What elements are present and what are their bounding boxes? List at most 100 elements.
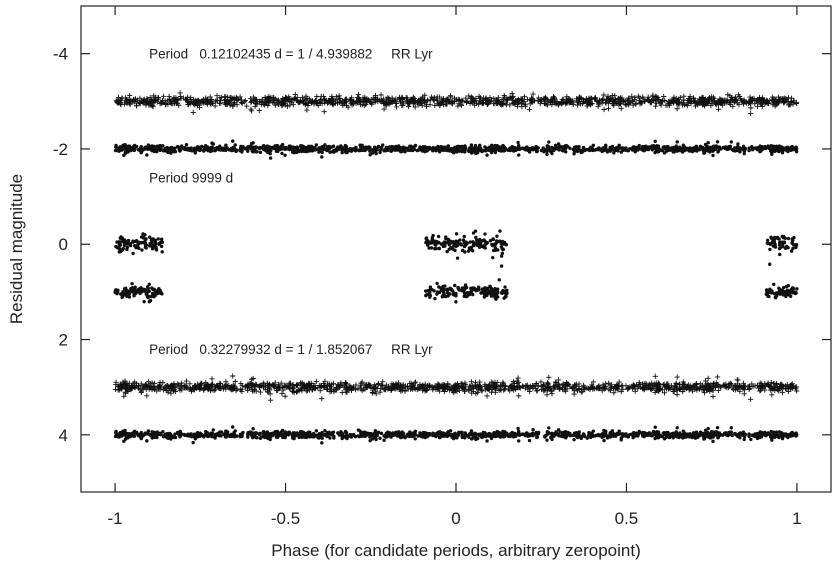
point-1-0-1218 (127, 144, 131, 148)
point-1-0-1259 (344, 150, 348, 155)
point-1-0-1248 (394, 145, 398, 149)
point-1-0-707 (763, 144, 767, 149)
point-2-1-89 (455, 256, 460, 260)
point-3-1-139 (440, 287, 445, 292)
point-3-1-120 (428, 285, 433, 289)
point-3-0-81 (121, 293, 126, 297)
point-1-0-411 (320, 155, 324, 159)
point-3-0-76 (115, 290, 120, 294)
point-0-0-972 (351, 98, 357, 104)
point-0-0-1229 (618, 105, 624, 112)
point-3-1-149 (425, 292, 430, 297)
point-1-0-1292 (490, 143, 494, 148)
point-2-1-121 (447, 247, 451, 252)
point-2-0-82 (128, 243, 133, 248)
point-1-0-1091 (252, 149, 256, 154)
point-0-0-1070 (610, 100, 617, 106)
point-1-0-1176 (387, 147, 391, 151)
point-1-0-1287 (288, 144, 293, 148)
point-0-0-1024 (389, 98, 396, 104)
point-2-2-47 (790, 237, 794, 241)
point-0-0-1124 (231, 95, 237, 101)
point-3-1-113 (450, 289, 455, 293)
point-1-0-1034 (283, 147, 287, 151)
point-4-0-1271 (748, 396, 754, 402)
point-4-0-455 (705, 375, 711, 381)
point-1-0-634 (706, 141, 710, 145)
point-0-0-988 (155, 96, 161, 102)
point-0-0-747 (336, 93, 342, 99)
point-2-1-147 (502, 240, 507, 245)
point-0-0-695 (662, 97, 668, 104)
point-1-0-888 (483, 145, 487, 149)
point-0-0-405 (715, 106, 722, 112)
point-0-0-1092 (758, 101, 765, 107)
point-2-0-84 (123, 238, 127, 242)
point-1-0-1213 (597, 146, 601, 150)
point-4-0-827 (534, 388, 540, 394)
point-4-0-75 (484, 393, 490, 399)
point-1-0-1294 (572, 149, 577, 154)
data-points (112, 90, 800, 445)
point-1-0-1280 (294, 150, 299, 155)
point-1-0-987 (657, 149, 661, 153)
point-0-0-649 (679, 99, 685, 105)
point-3-2-57 (779, 292, 784, 296)
point-1-0-791 (675, 140, 679, 144)
point-2-2-46 (778, 243, 782, 247)
point-1-0-1233 (287, 147, 292, 152)
point-0-0-711 (521, 94, 528, 100)
point-1-0-785 (502, 148, 507, 152)
point-0-0-847 (629, 93, 635, 99)
point-3-1-152 (448, 286, 452, 290)
point-2-1-115 (467, 246, 472, 250)
point-4-0-252 (257, 389, 264, 395)
point-3-0-36 (151, 287, 155, 292)
point-4-0-221 (112, 386, 119, 393)
point-3-1-132 (440, 295, 445, 299)
point-3-1-121 (452, 293, 456, 297)
point-2-1-101 (495, 234, 499, 238)
point-0-0-646 (527, 101, 533, 107)
point-0-0-761 (638, 100, 644, 106)
point-2-2-56 (782, 240, 787, 244)
point-0-0-1011 (183, 97, 189, 103)
point-1-0-1206 (347, 148, 351, 153)
point-1-0-894 (510, 146, 514, 150)
point-2-1-118 (437, 246, 441, 251)
point-2-0-51 (144, 246, 148, 250)
point-1-0-70 (729, 140, 734, 144)
point-0-0-659 (458, 102, 464, 109)
point-0-0-1061 (709, 94, 715, 100)
point-1-0-1253 (710, 149, 714, 153)
point-2-0-86 (117, 245, 121, 250)
point-1-0-1169 (179, 144, 184, 148)
point-2-2-52 (794, 243, 799, 248)
point-3-1-153 (465, 294, 469, 299)
point-0-0-616 (455, 103, 461, 109)
point-1-0-254 (485, 153, 489, 157)
point-3-1-130 (500, 289, 505, 294)
point-1-0-1244 (220, 146, 225, 150)
point-1-0-1194 (123, 150, 128, 155)
point-3-1-86 (503, 285, 507, 289)
point-1-0-1039 (701, 145, 705, 150)
point-1-0-1099 (205, 148, 210, 152)
point-0-0-1080 (437, 94, 443, 100)
point-0-0-864 (616, 96, 623, 102)
point-1-0-1203 (214, 146, 219, 150)
point-1-0-915 (279, 144, 283, 148)
point-3-1-148 (462, 286, 467, 290)
point-0-0-1049 (381, 106, 387, 112)
point-1-0-1107 (342, 147, 346, 151)
point-5-0-167 (602, 438, 606, 443)
point-0-0-851 (234, 97, 240, 104)
point-2-1-150 (475, 239, 480, 244)
point-1-0-1195 (636, 146, 640, 150)
point-0-0-919 (235, 96, 241, 103)
point-1-0-1046 (303, 146, 307, 150)
point-0-0-957 (735, 92, 742, 98)
point-1-0-1214 (633, 150, 637, 154)
point-3-0-84 (141, 289, 145, 293)
point-0-0-1053 (302, 97, 308, 103)
